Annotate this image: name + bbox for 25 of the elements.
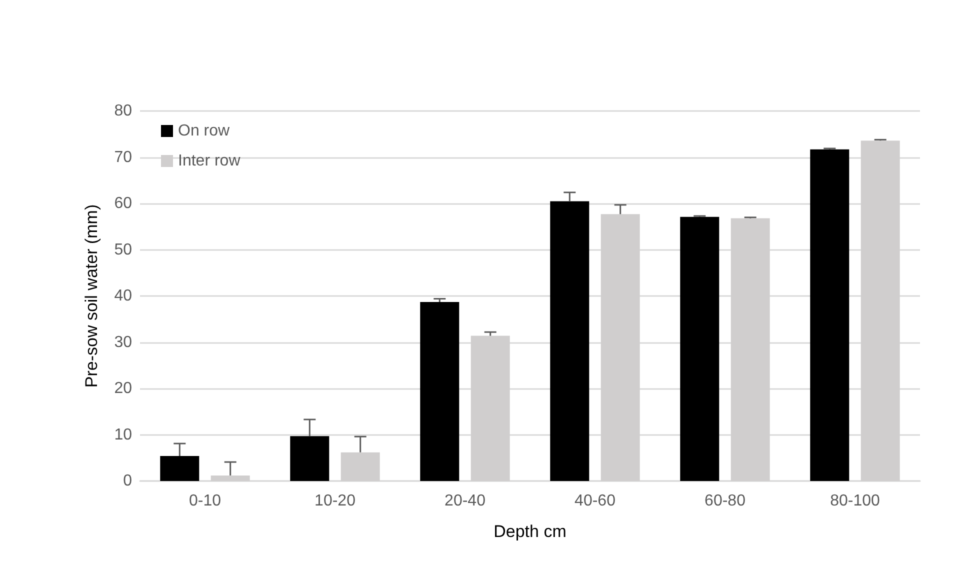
y-tick-label: 70: [114, 148, 132, 166]
x-tick-label: 20-40: [444, 492, 486, 510]
bar: [810, 149, 850, 481]
x-axis-title: Depth cm: [494, 522, 566, 541]
y-tick-label: 40: [114, 288, 132, 304]
y-tick-label: 10: [114, 426, 132, 444]
y-tick-label: 50: [114, 241, 132, 258]
bar: [550, 201, 590, 481]
legend-label: Inter row: [178, 152, 241, 170]
x-tick-label: 10-20: [314, 492, 356, 510]
x-tick-label: 80-100: [830, 492, 880, 510]
bar: [160, 456, 200, 481]
legend-label: On row: [178, 122, 230, 140]
y-tick-label: 20: [114, 380, 132, 397]
x-tick-label: 60-80: [704, 492, 746, 510]
y-tick-label: 0: [123, 472, 132, 490]
x-tick-label: 0-10: [188, 492, 222, 510]
y-tick-label: 60: [114, 195, 132, 212]
bar: [680, 216, 720, 481]
bar: [290, 436, 330, 481]
bar: [420, 302, 460, 481]
y-tick-label: 30: [114, 334, 132, 351]
x-tick-label: 40-60: [574, 492, 616, 510]
y-tick-label: 80: [114, 102, 132, 120]
y-axis-title: Pre-sow soil water (mm): [82, 204, 101, 388]
